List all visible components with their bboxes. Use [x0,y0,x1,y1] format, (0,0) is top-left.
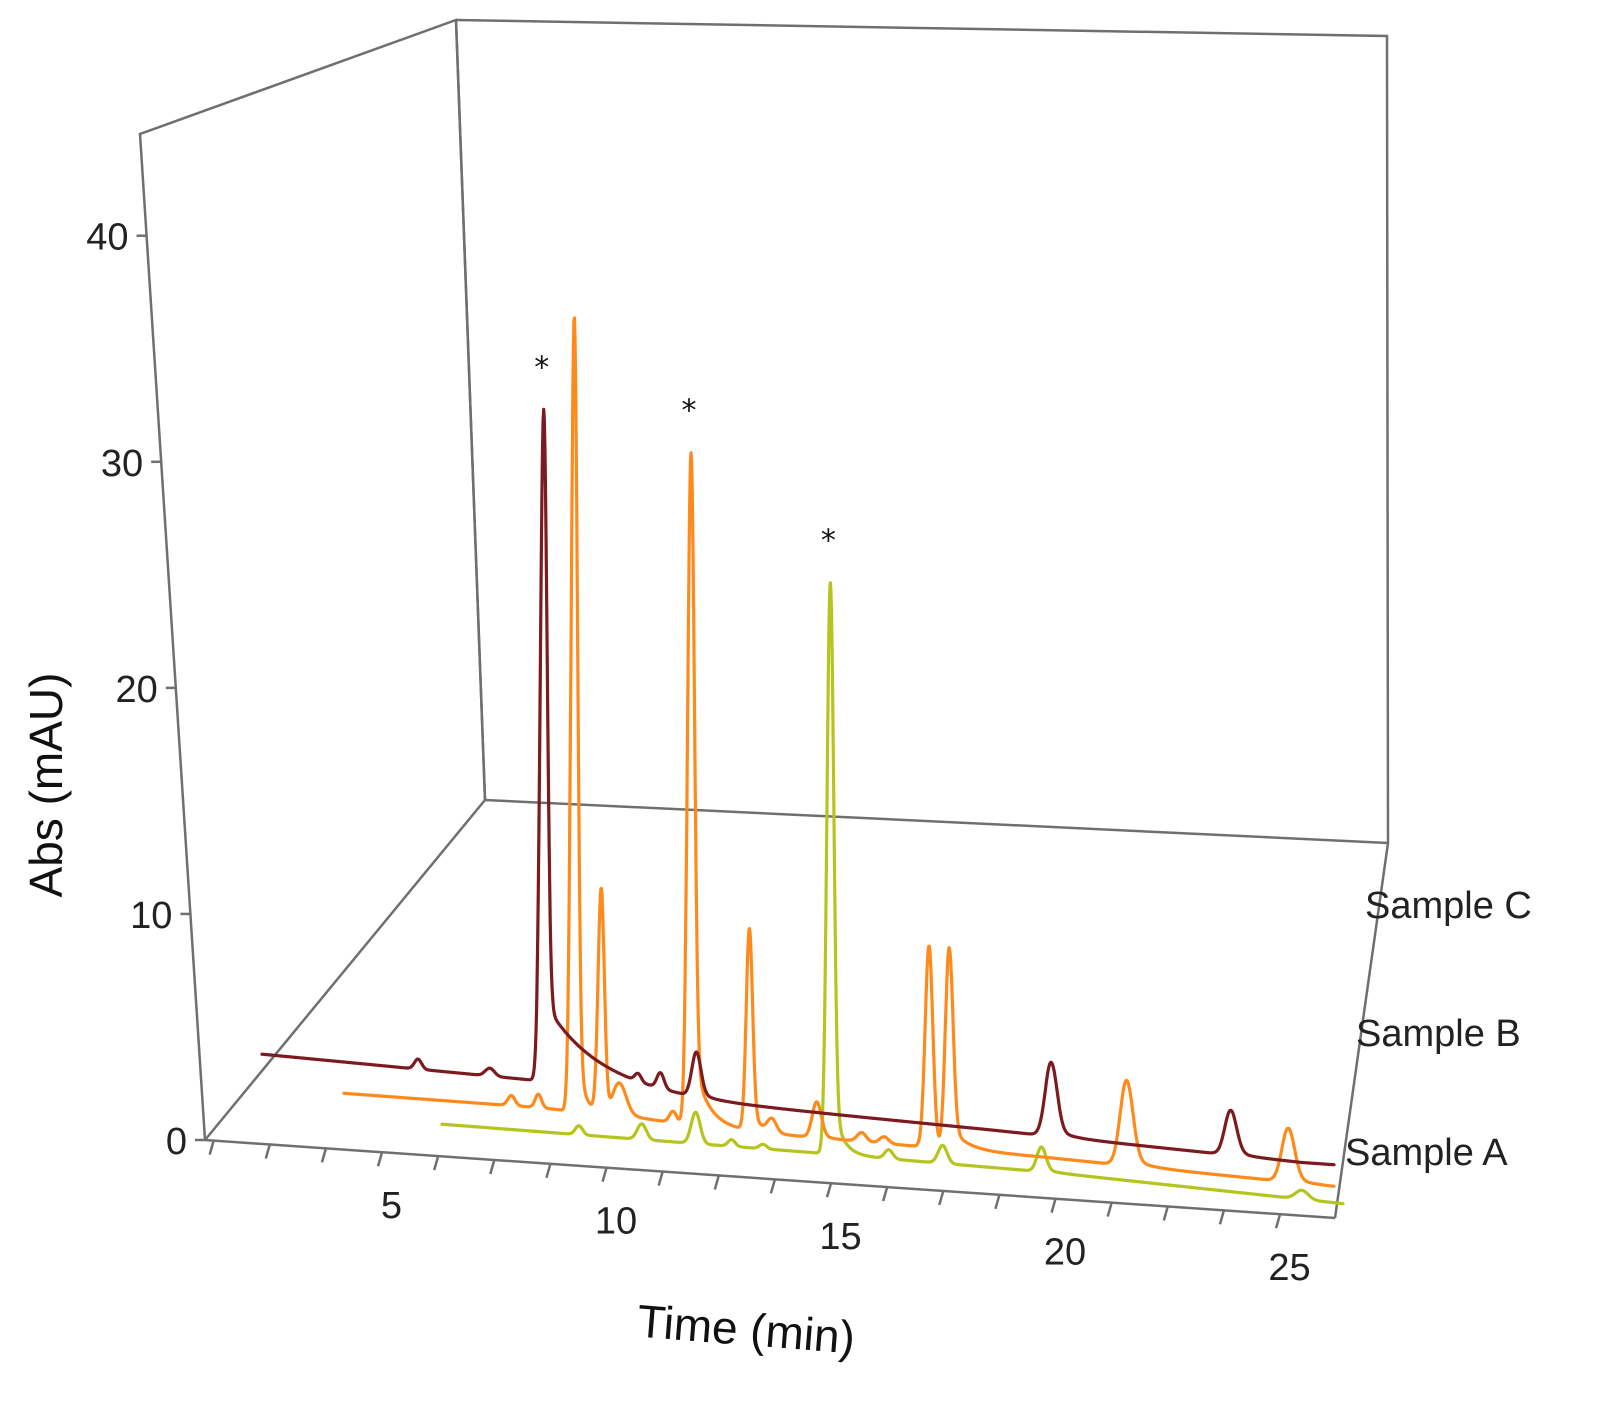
y-tick-label: 10 [130,895,172,937]
x-tick-mark [208,1140,215,1155]
x-axis-title: Time (min) [636,1295,857,1364]
x-tick-mark [432,1155,440,1171]
series-label-sample-b: Sample B [1356,1013,1521,1055]
peak-asterisk: * [681,394,696,429]
x-tick-mark [376,1151,384,1167]
y-axis-title: Abs (mAU) [20,673,72,898]
floor-right-edge [1333,842,1390,1219]
x-tick-mark [1162,1206,1170,1221]
series-legend: Sample A Sample B Sample C [1345,885,1532,1174]
y-tick-label: 20 [116,669,158,711]
x-tick-mark [769,1178,777,1194]
peak-asterisk: * [821,524,836,559]
x-tick-mark [601,1167,608,1183]
back-vertical-edge [454,19,487,801]
x-tick-label: 20 [1044,1232,1086,1274]
y-tick-label: 30 [101,443,143,485]
series-line-sample-a [260,407,1336,1167]
x-tick-mark [825,1182,833,1198]
x-tick-label: 25 [1268,1247,1310,1289]
floor-back-edge [484,798,1389,845]
x-tick-mark [1274,1213,1282,1229]
x-tick-mark [938,1190,945,1206]
x-tick-mark [264,1144,272,1159]
series-line-sample-c [440,581,1345,1206]
y-tick-label: 0 [166,1121,187,1163]
back-wall-outline [455,18,1390,844]
x-axis: 5 10 15 20 25 [208,1140,1311,1289]
axes-frame [138,18,1390,1220]
peak-asterisk: * [534,350,549,385]
x-tick-mark [320,1148,328,1163]
y-tick-label: 40 [86,217,128,259]
x-tick-mark [881,1186,889,1202]
floor-front-edge [204,1138,1336,1220]
x-tick-mark [1106,1202,1113,1217]
x-tick-mark [545,1163,552,1179]
series-label-sample-a: Sample A [1345,1132,1508,1174]
x-tick-label: 15 [819,1216,861,1258]
x-tick-mark [489,1159,496,1175]
x-tick-mark [994,1194,1001,1210]
series-traces [260,316,1345,1206]
peak-markers: * * * [534,350,836,558]
x-tick-mark [657,1171,664,1186]
series-line-sample-b [342,316,1336,1188]
series-label-sample-c: Sample C [1365,885,1532,927]
x-tick-mark [713,1175,721,1190]
x-tick-mark [1050,1198,1057,1214]
floor-left-edge [204,799,486,1141]
x-tick-label: 5 [381,1185,402,1227]
x-tick-label: 10 [595,1201,637,1243]
x-tick-mark [1218,1209,1226,1225]
y-axis: 0 10 20 30 40 [86,217,205,1163]
left-back-wall-edge [138,18,487,1141]
